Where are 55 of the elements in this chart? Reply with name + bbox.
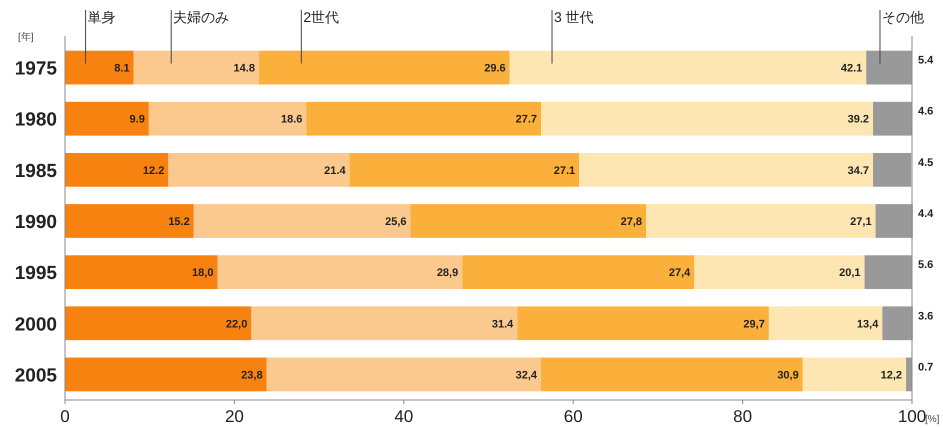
x-tick-label: 80 — [733, 407, 752, 426]
x-tick-label: 0 — [60, 407, 70, 426]
data-label: 9.9 — [130, 114, 145, 126]
data-label: 3.6 — [918, 310, 934, 322]
data-label: 0.7 — [918, 361, 934, 374]
x-tick-label: 100 — [898, 407, 926, 426]
y-axis-title: [年] — [18, 31, 34, 43]
data-label: 23,8 — [241, 369, 263, 382]
series-label: その他 — [882, 9, 924, 25]
data-label: 5.4 — [918, 54, 934, 67]
data-label: 5.6 — [918, 259, 934, 272]
data-label: 34.7 — [848, 164, 870, 177]
x-tick-label: 40 — [394, 407, 414, 426]
series-label: 2世代 — [303, 9, 340, 25]
data-label: 31.4 — [492, 318, 514, 330]
data-label: 21.4 — [324, 164, 346, 177]
data-label: 4.5 — [918, 156, 934, 169]
data-label: 18.6 — [280, 114, 302, 126]
data-label: 27,4 — [668, 267, 692, 280]
data-label: 14.8 — [234, 62, 255, 75]
data-label: 4.4 — [918, 208, 934, 220]
data-label: 8.1 — [114, 62, 130, 75]
data-label: 30,9 — [777, 369, 799, 382]
data-label: 12.2 — [142, 164, 164, 177]
data-label: 18,0 — [192, 267, 214, 280]
data-label: 4.6 — [918, 106, 934, 118]
data-label: 27,8 — [620, 216, 642, 228]
data-label: 22,0 — [226, 318, 248, 330]
y-tick-label: 1995 — [14, 263, 58, 284]
x-axis-title: [%] — [925, 414, 940, 425]
data-label: 12,2 — [880, 369, 902, 382]
data-label: 42.1 — [840, 62, 862, 75]
data-label: 13,4 — [856, 318, 880, 330]
series-label: 単身 — [88, 9, 116, 25]
data-label: 25,6 — [385, 216, 407, 228]
data-label: 32,4 — [516, 369, 538, 382]
y-tick-label: 2000 — [14, 314, 57, 336]
data-label: 29,7 — [743, 318, 765, 330]
data-label: 39.2 — [848, 114, 870, 126]
data-label: 29.6 — [484, 62, 506, 75]
y-tick-label: 1985 — [14, 160, 58, 182]
data-label: 27.1 — [554, 164, 576, 177]
y-tick-label: 1975 — [14, 58, 58, 80]
y-tick-label: 2005 — [14, 365, 58, 386]
data-label: 28,9 — [436, 267, 458, 280]
data-label: 27.7 — [516, 114, 538, 126]
data-label: 20,1 — [839, 267, 861, 280]
x-tick-label: 60 — [564, 407, 583, 426]
series-label: 夫婦のみ — [173, 9, 230, 25]
series-label: 3 世代 — [554, 9, 594, 25]
x-tick-label: 20 — [224, 407, 244, 426]
y-tick-label: 1980 — [14, 110, 57, 131]
data-label: 27,1 — [850, 216, 872, 228]
y-tick-label: 1990 — [14, 212, 57, 233]
data-label: 15.2 — [168, 216, 190, 228]
